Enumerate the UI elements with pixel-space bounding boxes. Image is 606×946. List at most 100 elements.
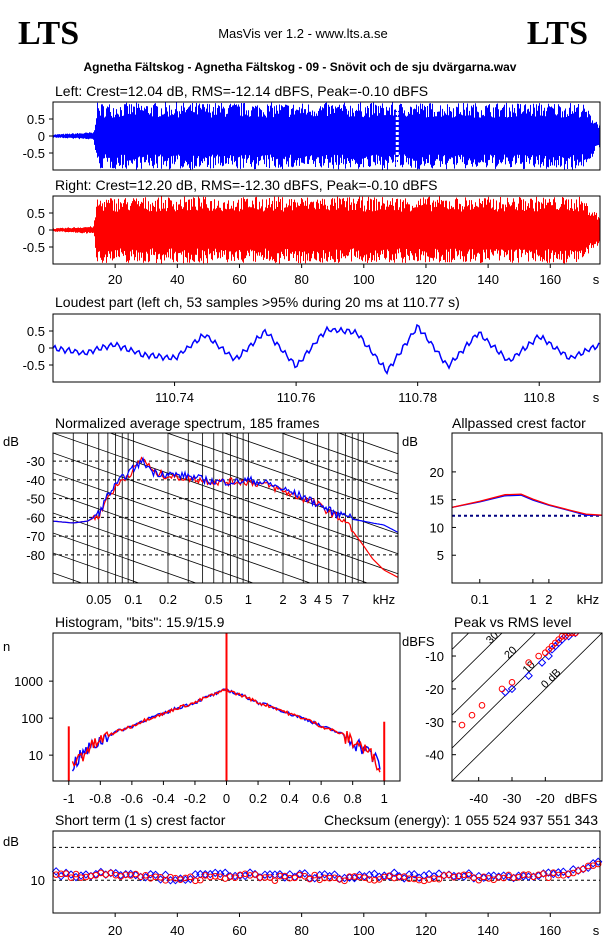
allpassed-crest-title: Allpassed crest factor (452, 415, 586, 431)
short-term-crest-right-point (326, 874, 333, 882)
short-term-crest-left-point (201, 870, 210, 879)
short-term-crest-left-point (484, 871, 493, 881)
spectrum-slope-line (53, 273, 398, 394)
right-waveform-xtick-label: 100 (353, 272, 375, 287)
right-waveform-xtick-label: 140 (477, 272, 499, 287)
short-term-crest-right-point (271, 877, 279, 884)
short-term-crest-right-point (211, 872, 219, 880)
short-term-crest-right-point (256, 874, 264, 881)
histogram-xtick-label: 0.2 (249, 791, 267, 806)
lts-logo-left: LTS (18, 15, 79, 52)
short-term-crest-xtick-label: 140 (477, 923, 499, 938)
short-term-crest-xtick-label: 80 (294, 923, 308, 938)
short-term-crest-right-point (67, 874, 75, 881)
spectrum-slope-line (53, 433, 398, 555)
peak-vs-rms-crest-diagonal (452, 633, 570, 749)
allpassed-crest-xtick-label: 1 (529, 592, 536, 607)
allpassed-crest-left-trace (451, 494, 602, 516)
peak-vs-rms-ylabel: dBFS (402, 634, 435, 649)
short-term-crest-left-point (409, 869, 419, 879)
peak-vs-rms-left-point (544, 651, 553, 661)
peak-vs-rms-right-point (542, 649, 549, 657)
right-waveform-ytick-label: 0 (38, 223, 45, 238)
allpassed-crest-ytick-label: 5 (437, 548, 444, 563)
spectrum-frame (52, 432, 399, 584)
spectrum-xtick-label: 0.1 (124, 592, 142, 607)
short-term-crest-right-point (142, 872, 149, 879)
loudest-part-xtick-label: 110.78 (398, 390, 437, 405)
peak-vs-rms-xtick-label: -30 (503, 791, 522, 806)
allpassed-crest-frame (451, 432, 603, 584)
peak-vs-rms-right-point (468, 711, 476, 719)
spectrum-ytick-label: -80 (26, 548, 45, 563)
spectrum-slope-line (337, 433, 398, 455)
loudest-part-ytick-label: -0.5 (23, 358, 45, 373)
short-term-crest-right-point (540, 870, 547, 877)
short-term-crest-right-point (425, 876, 433, 883)
histogram-xtick-label: -0.2 (184, 791, 206, 806)
right-waveform-xtick-label: 20 (108, 272, 122, 287)
peak-vs-rms-frame (451, 632, 603, 782)
short-term-crest-frame (52, 830, 601, 914)
allpassed-crest-xunit: kHz (577, 592, 599, 607)
spectrum-slope-line (53, 552, 140, 583)
spectrum-group: dB -30 -40 -50 -60 -70 -80 0.05 0.1 0.2 0.5 1 2 3 4 5 7 k… (3, 253, 398, 607)
peak-vs-rms-ytick-label: -10 (425, 649, 444, 664)
short-term-crest-right-point (261, 874, 269, 881)
spectrum-slope-line (53, 253, 398, 374)
short-term-crest-right-point (351, 873, 358, 880)
short-term-crest-left-point (390, 868, 399, 878)
short-term-crest-right-point (584, 862, 592, 870)
spectrum-xtick-label: 5 (325, 592, 332, 607)
short-term-crest-left-point (330, 870, 339, 879)
short-term-crest-right-point (276, 872, 284, 880)
loudest-part-xunit: s (593, 390, 600, 405)
short-term-crest-right-point (564, 870, 572, 878)
short-term-crest-right-point (371, 876, 378, 884)
left-waveform-title: Left: Crest=12.04 dB, RMS=-12.14 dBFS, P… (55, 83, 428, 99)
peak-vs-rms-right-point (555, 636, 562, 643)
peak-vs-rms-diagonal-label: 20 (502, 644, 519, 661)
short-term-crest-ytick-label: 10 (31, 873, 45, 888)
spectrum-slope-line (280, 433, 398, 475)
spectrum-plot (53, 253, 398, 583)
short-term-crest-right-point (515, 873, 522, 881)
loudest-part-trace (52, 323, 600, 375)
short-term-crest-right-point (415, 876, 423, 884)
short-term-crest-right-point (545, 874, 552, 882)
right-waveform-frame (52, 195, 601, 265)
peak-vs-rms-xtick-label: -40 (469, 791, 488, 806)
right-waveform-ytick-label: 0.5 (27, 206, 45, 221)
histogram-xtick-label: 0.6 (312, 791, 330, 806)
spectrum-ytick-label: -30 (26, 454, 45, 469)
peak-vs-rms-diagonal-label: 30 (484, 629, 501, 646)
spectrum-ytick-label: -40 (26, 473, 45, 488)
peak-vs-rms-right-point (535, 652, 542, 660)
short-term-crest-right-point (440, 872, 448, 879)
short-term-crest-left-point (181, 875, 190, 885)
short-term-crest-left-point (265, 870, 275, 879)
right-waveform-title: Right: Crest=12.20 dB, RMS=-12.30 dBFS, … (55, 177, 437, 193)
peak-vs-rms-right-point (458, 721, 466, 729)
right-waveform-trace (53, 196, 600, 264)
file-title: Agnetha Fältskog - Agnetha Fältskog - 09… (84, 60, 517, 74)
allpassed-crest-ylabel: dB (402, 434, 418, 449)
histogram-title: Histogram, "bits": 15.9/15.9 (55, 614, 225, 630)
peak-vs-rms-left-point (524, 671, 533, 680)
allpassed-crest-xtick-label: 0.1 (471, 592, 489, 607)
allpassed-crest-ytick-label: 10 (430, 520, 444, 535)
spectrum-xtick-label: 7 (342, 592, 349, 607)
short-term-crest-right-point (266, 874, 274, 881)
short-term-crest-xtick-label: 100 (353, 923, 375, 938)
peak-vs-rms-right-point (548, 642, 556, 650)
left-waveform-ytick-label: 0.5 (27, 112, 45, 127)
short-term-crest-right-point (520, 871, 527, 879)
spectrum-ytick-label: -60 (26, 510, 45, 525)
short-term-crest-right-point (594, 860, 602, 868)
spectrum-slope-line (53, 492, 312, 583)
spectrum-slope-line (53, 452, 398, 575)
loudest-part-frame (52, 313, 601, 383)
spectrum-ytick-label: -50 (26, 492, 45, 507)
